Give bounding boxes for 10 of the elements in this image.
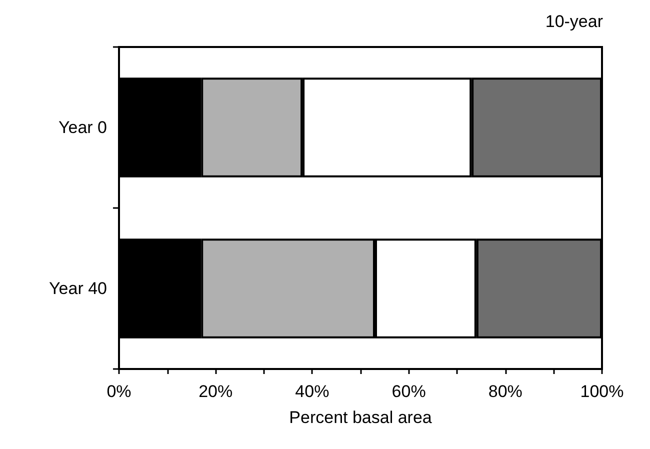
x-tick-label: 20% (198, 382, 233, 401)
y-tick-label: Year 40 (49, 279, 107, 298)
x-tick-label: 100% (580, 382, 624, 401)
x-axis-title: Percent basal area (289, 408, 432, 427)
y-tick-label: Year 0 (58, 118, 107, 137)
chart-title: 10-year (545, 12, 604, 31)
x-tick-label: 60% (392, 382, 426, 401)
x-tick-label: 40% (295, 382, 330, 401)
x-tick-label: 80% (488, 382, 522, 401)
x-tick-label: 0% (106, 382, 132, 401)
